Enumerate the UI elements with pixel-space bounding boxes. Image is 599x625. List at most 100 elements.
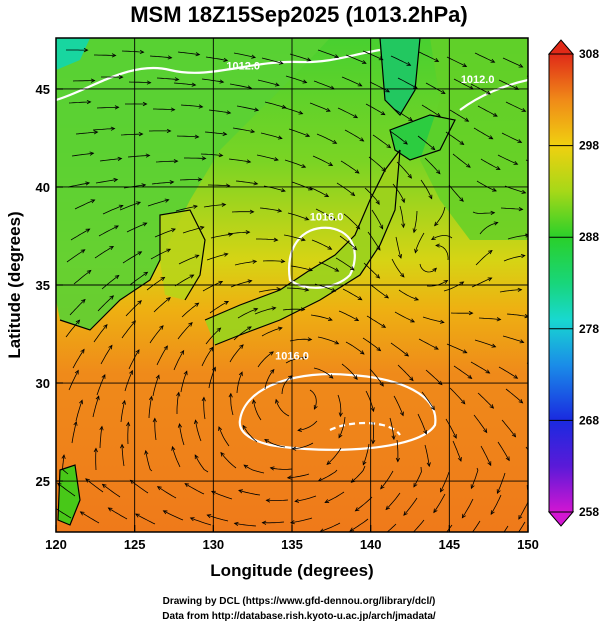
y-axis-label: Latitude (degrees): [5, 211, 24, 358]
streamline: [392, 183, 405, 203]
streamline-arrowhead: [487, 461, 492, 467]
streamline-arrowhead: [274, 398, 280, 404]
streamline-arrowhead: [385, 505, 390, 511]
streamline-arrowhead: [410, 318, 416, 323]
streamline: [530, 129, 550, 138]
streamline: [503, 525, 509, 532]
streamline: [70, 228, 90, 241]
streamline: [93, 324, 108, 343]
credit-line-data: Data from http://database.rish.kyoto-u.a…: [162, 611, 436, 622]
streamline: [498, 79, 519, 90]
streamline-arrowhead: [302, 79, 308, 84]
streamline: [229, 344, 244, 363]
streamline-arrowhead: [169, 180, 175, 185]
streamline-arrowhead: [376, 245, 381, 251]
streamline: [184, 483, 205, 495]
streamline-arrowhead: [357, 296, 363, 301]
streamline: [396, 439, 399, 462]
streamline: [490, 494, 502, 515]
streamline: [370, 284, 389, 299]
streamline-arrowhead: [395, 457, 401, 463]
streamline-arrowhead: [177, 422, 183, 428]
streamline-arrowhead: [521, 189, 527, 194]
streamline-arrowhead: [496, 489, 501, 495]
streamline-arrowhead: [361, 60, 367, 64]
streamline: [153, 297, 171, 313]
streamline: [426, 280, 448, 287]
streamline: [179, 423, 185, 446]
streamline: [470, 83, 491, 95]
streamline-arrowhead: [518, 398, 524, 404]
streamline-arrowhead: [541, 428, 545, 432]
streamline-arrowhead: [99, 425, 104, 431]
streamline-arrowhead: [210, 490, 216, 495]
streamline: [108, 507, 128, 520]
streamline: [474, 52, 495, 63]
streamline: [100, 345, 113, 365]
streamline: [92, 396, 100, 418]
streamline-arrowhead: [307, 337, 313, 342]
x-tick-label-150: 150: [517, 537, 539, 552]
streamline: [96, 106, 119, 109]
streamline-arrowhead: [517, 287, 523, 292]
streamline: [256, 238, 278, 241]
streamline-arrowhead: [156, 486, 162, 491]
streamline-arrowhead: [238, 371, 243, 377]
streamline-arrowhead: [191, 82, 197, 87]
streamline: [501, 132, 522, 143]
streamline-arrowhead: [302, 355, 308, 360]
streamline: [238, 489, 261, 496]
streamline-arrowhead: [233, 521, 239, 526]
streamline-arrowhead: [254, 107, 260, 112]
streamline-arrowhead: [433, 508, 438, 514]
streamline-arrowhead: [334, 267, 340, 272]
streamline: [367, 231, 381, 251]
plot-area: 1012.0 1016.0 1016.0 1012.0: [56, 38, 550, 536]
streamline-arrowhead: [126, 421, 131, 427]
streamline-arrowhead: [166, 128, 172, 134]
streamline: [67, 182, 90, 188]
streamline: [338, 416, 346, 438]
streamline: [501, 419, 516, 438]
streamline-arrowhead: [350, 191, 356, 197]
streamline-arrowhead: [273, 157, 279, 162]
pressure-contours: [56, 48, 528, 451]
streamline-arrowhead: [353, 114, 359, 119]
streamline-arrowhead: [483, 428, 488, 434]
streamline-arrowhead: [518, 63, 524, 68]
streamline-arrowhead: [459, 197, 464, 202]
streamline: [433, 493, 446, 513]
streamline-arrowhead: [137, 300, 142, 305]
streamline: [281, 106, 303, 115]
streamline-arrowhead: [114, 105, 120, 110]
streamline: [446, 343, 467, 354]
streamline: [119, 201, 141, 211]
streamline-arrowhead: [155, 374, 160, 380]
streamline: [243, 464, 265, 474]
streamline-arrowhead: [413, 84, 418, 89]
streamline: [242, 425, 258, 443]
streamline: [126, 222, 147, 233]
streamline-arrowhead: [452, 433, 457, 439]
streamline: [343, 213, 360, 230]
streamline-arrowhead: [485, 369, 491, 374]
streamline-arrowhead: [251, 399, 257, 404]
y-tick-label-40: 40: [36, 180, 50, 195]
streamline-arrowhead: [403, 140, 408, 145]
streamline-arrowhead: [118, 204, 124, 209]
streamline: [178, 254, 199, 265]
streamline-arrowhead: [328, 162, 334, 166]
streamline-arrowhead: [543, 233, 547, 236]
streamline: [434, 206, 446, 226]
streamline: [403, 497, 418, 516]
streamline: [145, 450, 153, 472]
streamline-arrowhead: [110, 126, 116, 131]
streamline-arrowhead: [410, 532, 414, 536]
streamline: [421, 104, 441, 117]
streamline-arrowhead: [288, 375, 293, 380]
streamline: [258, 288, 281, 293]
streamline: [184, 157, 206, 159]
mainland-asia-land: [56, 38, 330, 330]
streamline-arrowhead: [152, 417, 157, 423]
streamline-arrowhead: [194, 254, 200, 259]
